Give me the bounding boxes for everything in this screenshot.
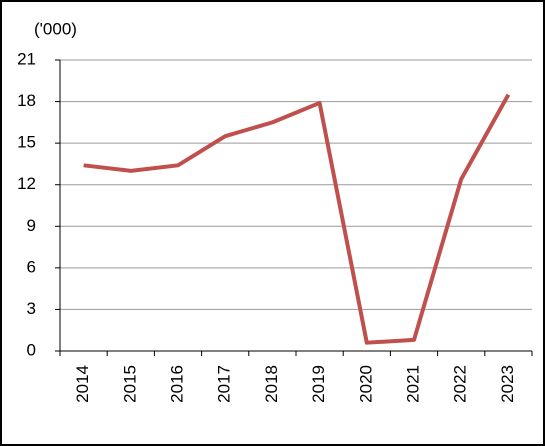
x-tick-label: 2015 xyxy=(120,365,139,403)
y-tick-label: 21 xyxy=(17,49,36,68)
y-tick-label: 18 xyxy=(17,91,36,110)
y-tick-label: 6 xyxy=(27,257,36,276)
data-line xyxy=(83,93,511,345)
x-tick-label: 2014 xyxy=(73,365,92,403)
x-tick-label: 2020 xyxy=(356,365,375,403)
y-tick-label: 12 xyxy=(17,174,36,193)
y-tick-label: 9 xyxy=(27,216,36,235)
x-tick-label: 2021 xyxy=(403,365,422,403)
x-tick-label: 2019 xyxy=(309,365,328,403)
x-tick-label: 2022 xyxy=(451,365,470,403)
y-axis-label: ('000) xyxy=(34,19,77,38)
x-tick-label: 2023 xyxy=(498,365,517,403)
x-tick-label: 2018 xyxy=(262,365,281,403)
y-tick-label: 0 xyxy=(27,340,36,359)
y-tick-label: 3 xyxy=(27,299,36,318)
x-tick-label: 2017 xyxy=(215,365,234,403)
x-tick-label: 2016 xyxy=(167,365,186,403)
y-tick-label: 15 xyxy=(17,133,36,152)
